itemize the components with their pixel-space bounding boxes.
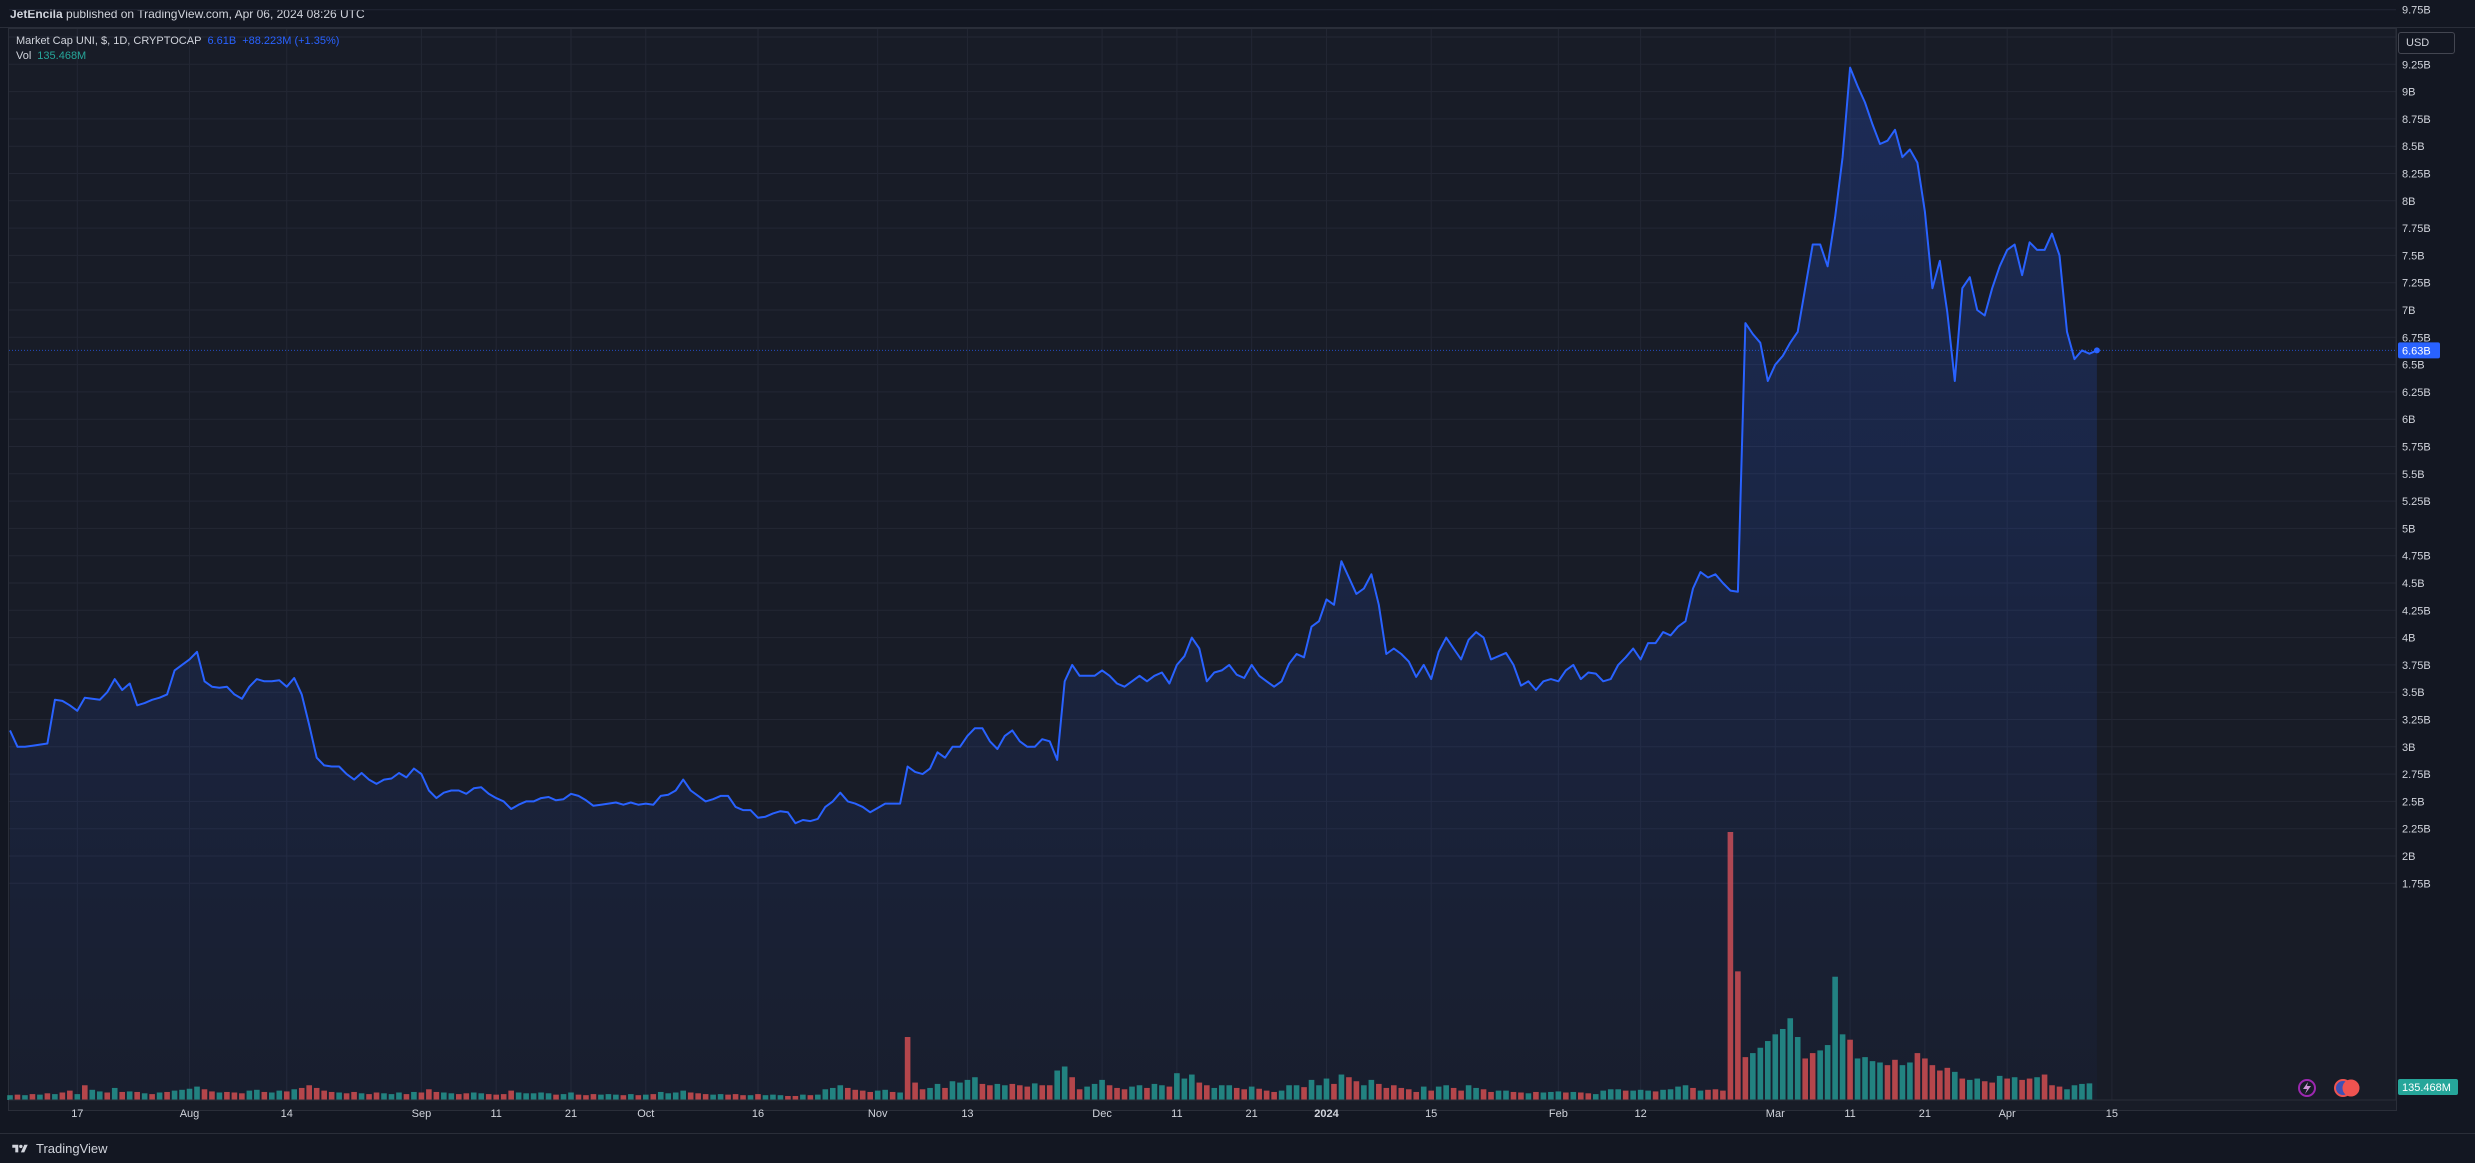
- x-tick-label: Apr: [1999, 1108, 2016, 1120]
- y-tick-label: 9.25B: [2402, 59, 2431, 71]
- legend-symbol: Market Cap UNI, $, 1D, CRYPTOCAP: [16, 35, 202, 47]
- legend-change: +88.223M (+1.35%): [242, 35, 340, 47]
- lightning-icon-glyph: [2303, 1082, 2311, 1094]
- footer: TradingView: [0, 1133, 2475, 1163]
- currency-button[interactable]: USD: [2398, 32, 2455, 54]
- x-tick-label: Sep: [412, 1108, 432, 1120]
- y-tick-label: 3.25B: [2402, 715, 2431, 727]
- y-tick-label: 8.75B: [2402, 114, 2431, 126]
- y-tick-label: 7.5B: [2402, 250, 2425, 262]
- x-tick-label: Feb: [1549, 1108, 1568, 1120]
- y-tick-label: 5.5B: [2402, 469, 2425, 481]
- y-tick-label: 7.75B: [2402, 223, 2431, 235]
- y-tick-label: 6.25B: [2402, 387, 2431, 399]
- legend-vol-value: 135.468M: [37, 50, 87, 62]
- y-tick-label: 9B: [2402, 87, 2415, 99]
- y-tick-label: 4.75B: [2402, 551, 2431, 563]
- x-tick-label: 21: [1919, 1108, 1931, 1120]
- x-tick-label: 16: [752, 1108, 764, 1120]
- price-tag: 6.63B: [2402, 345, 2431, 357]
- y-tick-label: 6.75B: [2402, 332, 2431, 344]
- x-tick-label: Aug: [180, 1108, 200, 1120]
- x-tick-label: 2024: [1314, 1108, 1339, 1120]
- y-tick-label: 3B: [2402, 742, 2415, 754]
- y-tick-label: 2.25B: [2402, 824, 2431, 836]
- y-tick-label: 5.25B: [2402, 496, 2431, 508]
- volume-tag-bg: [2398, 1079, 2458, 1095]
- x-tick-label: 15: [1425, 1108, 1437, 1120]
- lightning-icon[interactable]: [2298, 1079, 2316, 1097]
- price-area-fill: [10, 67, 2097, 1101]
- legend-value: 6.61B: [207, 35, 237, 47]
- y-tick-label: 6B: [2402, 414, 2415, 426]
- x-tick-label: 11: [1844, 1108, 1855, 1120]
- y-tick-label: 3.75B: [2402, 660, 2431, 672]
- tradingview-brand[interactable]: TradingView: [36, 1141, 108, 1156]
- y-tick-label: 3.5B: [2402, 687, 2425, 699]
- volume-tag: 135.468M: [2402, 1082, 2451, 1094]
- y-tick-label: 7.25B: [2402, 278, 2431, 290]
- y-tick-label: 4.5B: [2402, 578, 2425, 590]
- chart-legend: Market Cap UNI, $, 1D, CRYPTOCAP 6.61B +…: [16, 34, 339, 64]
- us-flag-icon-2[interactable]: [2342, 1079, 2360, 1097]
- price-line[interactable]: [9, 66, 2098, 825]
- x-tick-label: 17: [71, 1108, 83, 1120]
- y-tick-label: 2B: [2402, 851, 2415, 863]
- y-tick-label: 7B: [2402, 305, 2415, 317]
- y-tick-label: 6.5B: [2402, 360, 2425, 372]
- y-tick-label: 9.75B: [2402, 5, 2431, 17]
- y-tick-label: 2.5B: [2402, 796, 2425, 808]
- legend-vol-label: Vol: [16, 50, 32, 62]
- x-tick-label: Dec: [1092, 1108, 1112, 1120]
- x-tick-label: 11: [490, 1108, 501, 1120]
- y-tick-label: 5B: [2402, 523, 2415, 535]
- y-tick-label: 1.75B: [2402, 878, 2431, 890]
- x-tick-label: 14: [281, 1108, 293, 1120]
- y-tick-label: 4.25B: [2402, 605, 2431, 617]
- tradingview-logo-icon[interactable]: [10, 1143, 30, 1155]
- x-tick-label: 15: [2106, 1108, 2118, 1120]
- y-tick-label: 8B: [2402, 196, 2415, 208]
- x-tick-label: 21: [565, 1108, 577, 1120]
- price-tag-bg: [2398, 342, 2440, 359]
- x-tick-label: 13: [961, 1108, 973, 1120]
- y-tick-label: 2.75B: [2402, 769, 2431, 781]
- y-tick-label: 8.5B: [2402, 141, 2425, 153]
- legend-volume[interactable]: Vol 135.468M: [16, 49, 339, 64]
- x-tick-label: 21: [1246, 1108, 1258, 1120]
- last-price-dot[interactable]: [2093, 347, 2100, 354]
- x-tick-label: Oct: [637, 1108, 654, 1120]
- y-tick-label: 5.75B: [2402, 442, 2431, 454]
- y-tick-label: 8.25B: [2402, 169, 2431, 181]
- y-tick-label: 4B: [2402, 633, 2415, 645]
- x-tick-label: Mar: [1766, 1108, 1785, 1120]
- x-tick-label: Nov: [868, 1108, 888, 1120]
- legend-main-series[interactable]: Market Cap UNI, $, 1D, CRYPTOCAP 6.61B +…: [16, 34, 339, 49]
- x-tick-label: 11: [1171, 1108, 1182, 1120]
- x-tick-label: 12: [1635, 1108, 1647, 1120]
